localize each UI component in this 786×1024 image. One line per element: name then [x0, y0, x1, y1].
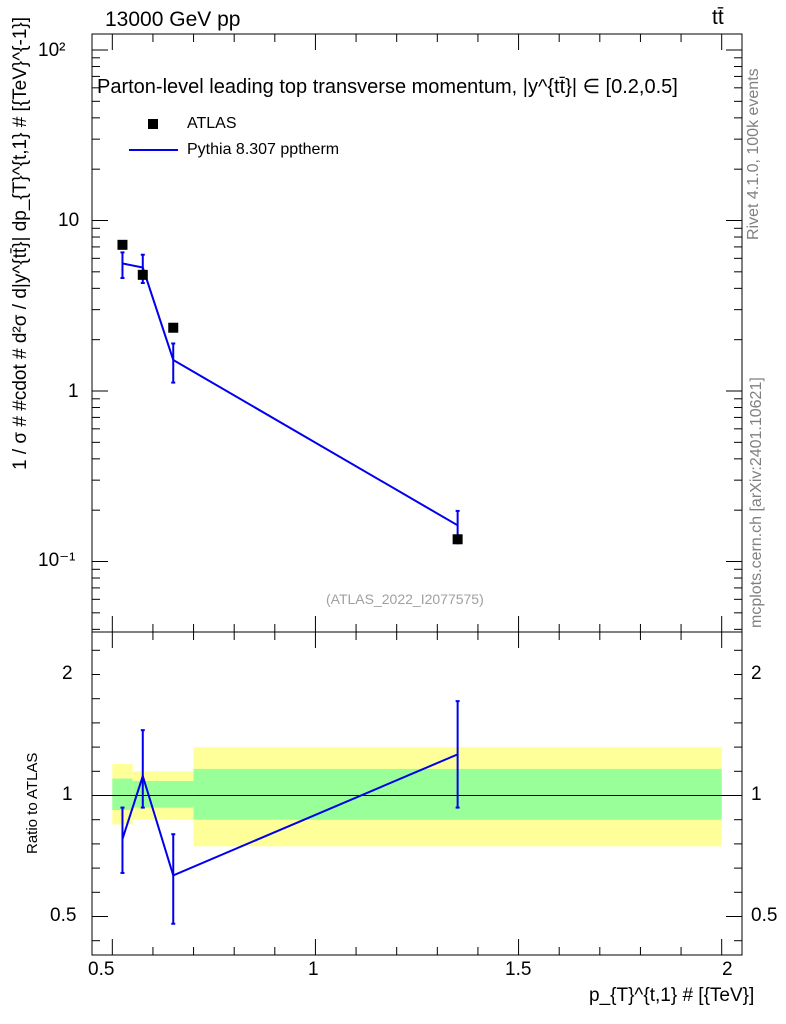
ratio-uncertainty-bands: [112, 747, 722, 847]
atlas-marker: [117, 239, 128, 250]
xtick-label: 0.5: [88, 959, 115, 980]
atlas-marker: [168, 322, 179, 333]
main-ytick-label: 10⁻¹: [38, 550, 76, 571]
pythia-curve: [120, 251, 460, 545]
xlabel: p_{T}^{t,1} # [{TeV}]: [589, 985, 755, 1006]
rivet-version-label: Rivet 4.1.0, 100k events: [745, 68, 762, 240]
ratio-ytick-label: 1: [62, 784, 73, 805]
atlas-markers: [117, 239, 463, 545]
main-ytick-label: 10²: [38, 40, 66, 61]
ratio-ytick-label-right: 1: [751, 784, 762, 805]
ratio-ytick-label: 0.5: [50, 905, 77, 926]
atlas-marker: [452, 534, 463, 545]
ratio-band-inner: [112, 778, 133, 811]
ratio-ytick-label-right: 0.5: [751, 905, 778, 926]
atlas-marker: [137, 269, 148, 280]
ratio-ytick-label: 2: [62, 663, 73, 684]
plot-title: Parton-level leading top transverse mome…: [97, 76, 678, 98]
ratio-band-inner: [152, 780, 194, 808]
analysis-watermark: (ATLAS_2022_I2077575): [326, 591, 484, 607]
main-ylabel: 1 / σ # #cdot # d²σ / d|y^{tt̄}| dp_{T}^…: [10, 16, 31, 470]
legend-marker-atlas: [148, 119, 158, 129]
legend-label-pythia: Pythia 8.307 pptherm: [187, 141, 340, 158]
mcplots-label: mcplots.cern.ch [arXiv:2401.10621]: [748, 377, 765, 628]
ratio-frame: [91, 631, 743, 956]
xtick-label: 1.5: [505, 959, 532, 980]
ratio-ytick-label-right: 2: [751, 663, 762, 684]
pythia-ratio-curve: [120, 700, 460, 925]
legend-label-atlas: ATLAS: [187, 115, 237, 132]
main-ytick-label: 1: [68, 381, 79, 402]
pythia-ratio-line: [121, 753, 459, 877]
energy-label: 13000 GeV pp: [105, 8, 241, 31]
xtick-label: 1: [308, 959, 319, 980]
axes-frames: [91, 33, 743, 956]
xtick-label: 2: [722, 959, 733, 980]
pythia-line: [122, 262, 459, 527]
main-ytick-label: 10: [58, 210, 80, 231]
process-label: tt̄: [712, 6, 724, 29]
axis-ticks: [92, 34, 742, 955]
ratio-ylabel: Ratio to ATLAS: [24, 752, 41, 854]
legend-symbols: [129, 119, 178, 151]
